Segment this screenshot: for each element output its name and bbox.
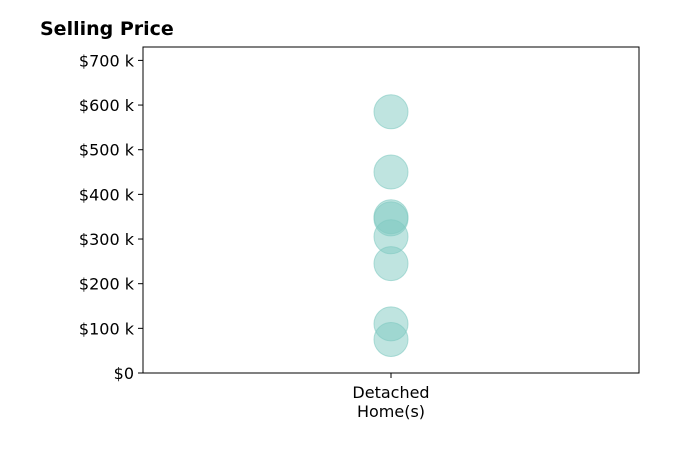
data-point (373, 94, 409, 130)
y-tick-label: $300 k (79, 230, 135, 249)
y-tick-label: $700 k (79, 51, 135, 70)
chart-title: Selling Price (40, 18, 174, 40)
y-tick-label: $600 k (79, 96, 135, 115)
y-tick-label: $500 k (79, 141, 135, 160)
y-tick-label: $400 k (79, 185, 135, 204)
y-tick-label: $200 k (79, 275, 135, 294)
x-category-label: Detached Home(s) (352, 383, 429, 421)
y-tick-label: $100 k (79, 319, 135, 338)
y-tick-label: $0 (114, 364, 134, 383)
data-point (373, 246, 409, 282)
y-axis: $0 $100 k $200 k $300 k $400 k $500 k $600 k $7… (79, 51, 143, 383)
data-point (373, 322, 409, 358)
x-axis: Detached Home(s) (352, 373, 430, 421)
data-points (373, 94, 409, 358)
data-point (373, 154, 409, 190)
